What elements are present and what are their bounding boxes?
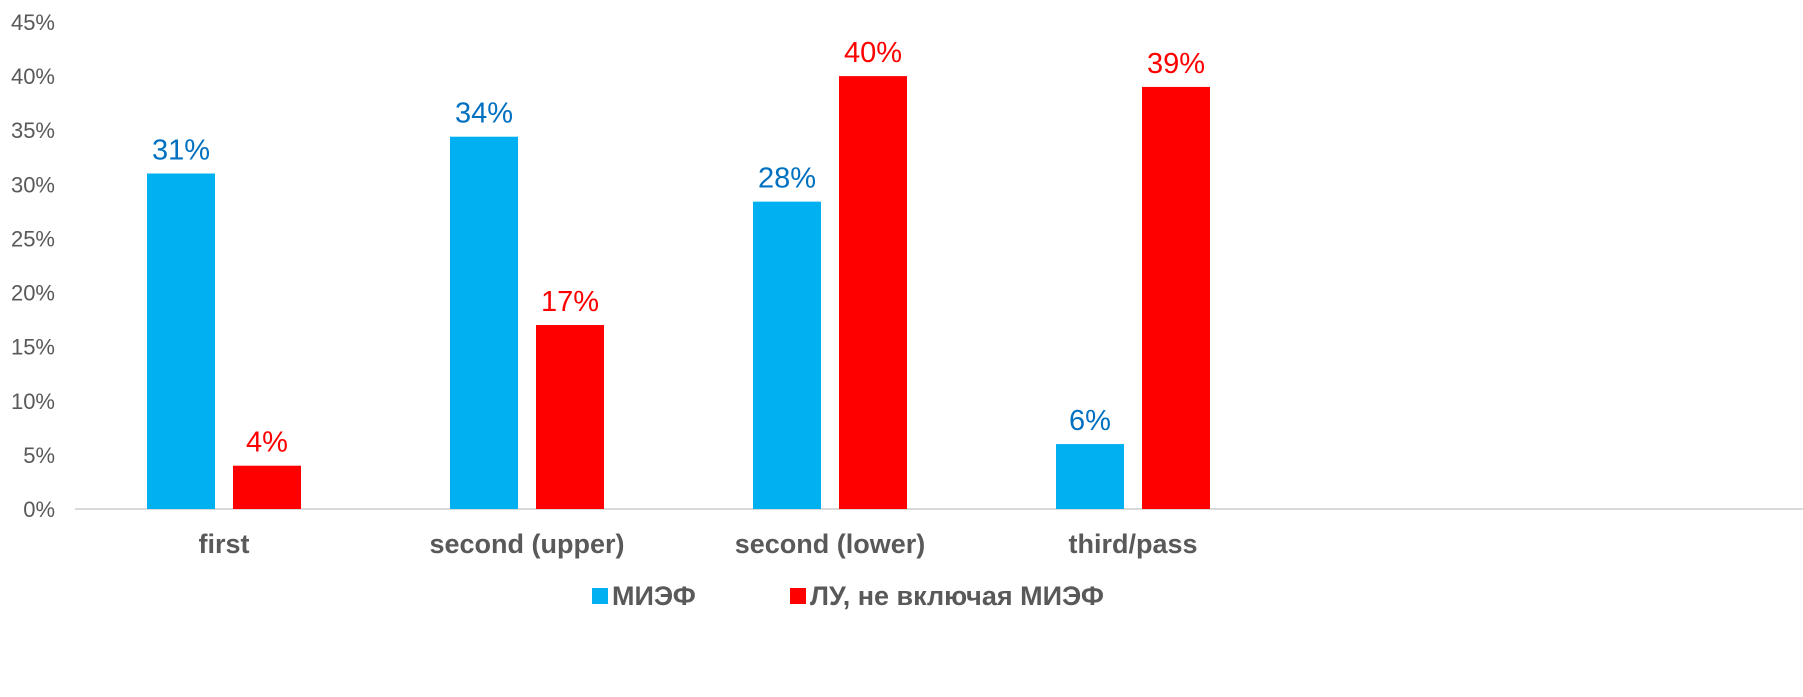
y-tick-label: 0% xyxy=(23,497,55,522)
y-tick-label: 10% xyxy=(11,389,55,414)
y-tick-label: 40% xyxy=(11,64,55,89)
category-labels: first second (upper) second (lower) third/p… xyxy=(198,529,1197,559)
data-label: 4% xyxy=(246,427,288,459)
data-label: 28% xyxy=(758,163,816,195)
data-label: 39% xyxy=(1147,48,1205,80)
data-labels: 31% 34% 28% 6% 4% 17% 40% 39% xyxy=(152,37,1205,459)
bar xyxy=(1056,444,1124,509)
y-tick-label: 25% xyxy=(11,226,55,251)
y-tick-label: 5% xyxy=(23,443,55,468)
y-tick-label: 45% xyxy=(11,10,55,35)
x-tick-label: second (lower) xyxy=(735,529,926,559)
bar xyxy=(1142,86,1210,509)
x-tick-label: third/pass xyxy=(1068,529,1197,559)
bar xyxy=(753,201,821,509)
bar xyxy=(450,136,518,509)
legend-label: МИЭФ xyxy=(612,581,696,611)
bar xyxy=(536,325,604,509)
bar xyxy=(233,465,301,509)
data-label: 17% xyxy=(541,286,599,318)
legend-swatch xyxy=(790,588,806,604)
data-label: 31% xyxy=(152,135,210,167)
y-tick-label: 20% xyxy=(11,281,55,306)
y-axis-ticks: 0% 5% 10% 15% 20% 25% 30% 35% 40% 45% xyxy=(11,10,55,522)
y-tick-label: 30% xyxy=(11,172,55,197)
legend-swatch xyxy=(592,588,608,604)
data-label: 40% xyxy=(844,37,902,69)
x-tick-label: second (upper) xyxy=(429,529,624,559)
data-label: 6% xyxy=(1069,405,1111,437)
bars xyxy=(147,76,1210,509)
legend: МИЭФ ЛУ, не включая МИЭФ xyxy=(592,581,1104,611)
data-label: 34% xyxy=(455,98,513,130)
y-tick-label: 15% xyxy=(11,335,55,360)
legend-label: ЛУ, не включая МИЭФ xyxy=(810,581,1104,611)
bar xyxy=(839,76,907,509)
x-tick-label: first xyxy=(198,529,249,559)
bar xyxy=(147,173,215,509)
y-tick-label: 35% xyxy=(11,118,55,143)
